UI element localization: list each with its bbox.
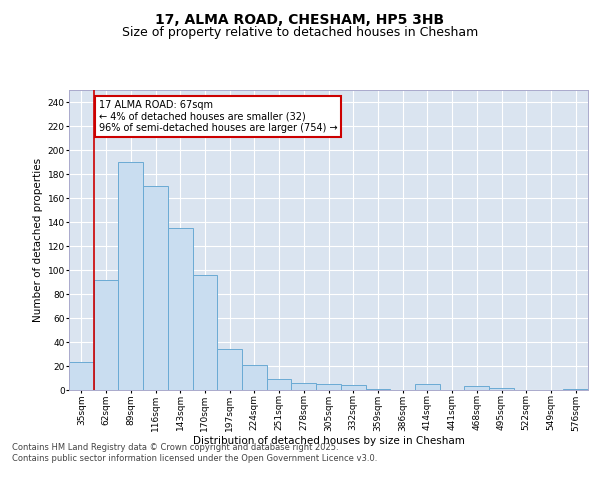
- Bar: [168, 228, 193, 390]
- Bar: [94, 280, 118, 390]
- Text: Size of property relative to detached houses in Chesham: Size of property relative to detached ho…: [122, 26, 478, 39]
- Bar: [365, 389, 390, 390]
- X-axis label: Distribution of detached houses by size in Chesham: Distribution of detached houses by size …: [193, 436, 464, 446]
- Y-axis label: Number of detached properties: Number of detached properties: [34, 158, 43, 322]
- Bar: [316, 384, 341, 390]
- Bar: [217, 349, 242, 390]
- Bar: [193, 275, 217, 390]
- Bar: [267, 379, 292, 390]
- Bar: [143, 186, 168, 390]
- Bar: [69, 362, 94, 390]
- Bar: [563, 389, 588, 390]
- Bar: [341, 385, 365, 390]
- Bar: [118, 162, 143, 390]
- Bar: [489, 388, 514, 390]
- Bar: [242, 365, 267, 390]
- Text: 17 ALMA ROAD: 67sqm
← 4% of detached houses are smaller (32)
96% of semi-detache: 17 ALMA ROAD: 67sqm ← 4% of detached hou…: [98, 100, 337, 133]
- Text: Contains HM Land Registry data © Crown copyright and database right 2025.
Contai: Contains HM Land Registry data © Crown c…: [12, 442, 377, 464]
- Text: 17, ALMA ROAD, CHESHAM, HP5 3HB: 17, ALMA ROAD, CHESHAM, HP5 3HB: [155, 12, 445, 26]
- Bar: [464, 386, 489, 390]
- Bar: [292, 383, 316, 390]
- Bar: [415, 384, 440, 390]
